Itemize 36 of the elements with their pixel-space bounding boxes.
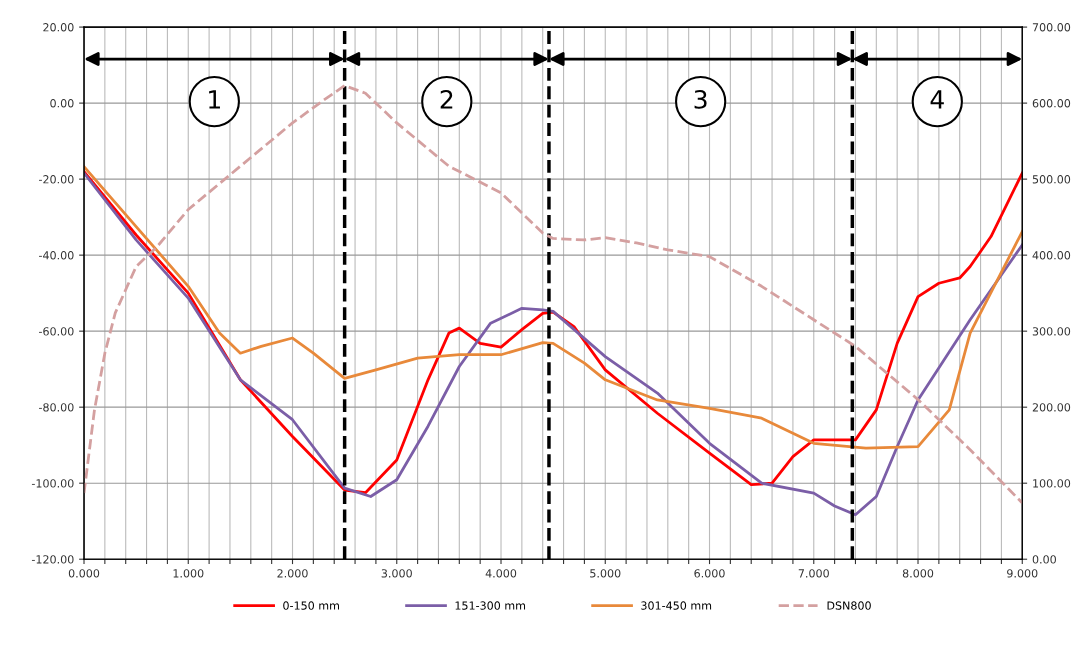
line-series xyxy=(84,84,1023,505)
x-tick-label: 0.000 xyxy=(68,569,100,578)
x-tick-label: 6.000 xyxy=(694,569,725,578)
annotation: 3 xyxy=(694,89,707,109)
y-tick-label: -100.00 xyxy=(31,479,74,488)
legend-label: 151-300 mm xyxy=(455,601,526,610)
y2-tick-label: 100.00 xyxy=(1033,479,1071,488)
y2-tick-label: 0.00 xyxy=(1032,555,1056,564)
legend-label: DSN800 xyxy=(827,601,871,610)
y-tick-label: -120.00 xyxy=(31,555,74,564)
x-tick-label: 9.000 xyxy=(1007,569,1038,578)
annotation: 4 xyxy=(930,90,944,109)
line-series xyxy=(84,165,1023,450)
y2-tick-label: 600.00 xyxy=(1032,99,1071,108)
x-tick-label: 4.000 xyxy=(485,569,517,578)
y-tick-label: -20.00 xyxy=(39,175,74,184)
y2-tick-label: 400.00 xyxy=(1032,251,1071,260)
y2-tick-label: 500.00 xyxy=(1032,175,1071,184)
y-tick-label: 20.00 xyxy=(43,23,74,32)
annotation: 1 xyxy=(209,90,220,109)
x-tick-label: 3.000 xyxy=(381,569,412,578)
y-tick-label: -40.00 xyxy=(39,251,74,260)
x-tick-label: 1.000 xyxy=(173,569,204,578)
y-tick-label: -60.00 xyxy=(39,327,74,336)
x-tick-label: 8.000 xyxy=(902,569,934,578)
y2-tick-label: 700.00 xyxy=(1032,23,1071,32)
annotation: 2 xyxy=(440,89,453,109)
y2-tick-label: 300.00 xyxy=(1032,327,1071,336)
y-tick-label: 0.00 xyxy=(50,99,74,108)
y2-tick-label: 200.00 xyxy=(1032,403,1071,412)
x-tick-label: 2.000 xyxy=(277,569,308,578)
legend-label: 0-150 mm xyxy=(283,601,339,610)
x-tick-label: 5.000 xyxy=(590,569,621,578)
legend-label: 301-450 mm xyxy=(641,601,712,610)
y-tick-label: -80.00 xyxy=(39,403,74,412)
x-tick-label: 7.000 xyxy=(798,569,829,578)
